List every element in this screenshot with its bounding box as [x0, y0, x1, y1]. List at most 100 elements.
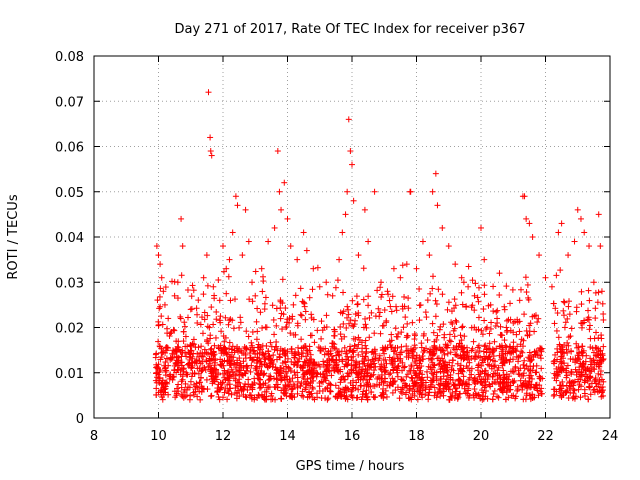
data-point [571, 238, 578, 245]
data-point [482, 342, 489, 349]
data-point [167, 356, 174, 363]
data-point [381, 368, 388, 375]
data-point [486, 340, 493, 347]
data-point [598, 332, 605, 339]
data-point [309, 384, 316, 391]
data-point [418, 340, 425, 347]
data-point [514, 383, 521, 390]
data-point [308, 311, 315, 318]
data-point [158, 354, 165, 361]
data-point [419, 238, 426, 245]
data-point [243, 328, 250, 335]
data-point [403, 343, 410, 350]
data-point [509, 286, 516, 293]
data-point [384, 288, 391, 295]
data-point [554, 345, 561, 352]
data-point [380, 379, 387, 386]
data-point [323, 312, 330, 319]
data-point [348, 393, 355, 400]
data-point [153, 385, 160, 392]
data-point [586, 297, 593, 304]
data-point [258, 265, 265, 272]
x-tick-label: 10 [150, 429, 167, 444]
data-point [560, 312, 567, 319]
data-point [256, 363, 263, 370]
data-point [272, 384, 279, 391]
data-point [355, 341, 362, 348]
data-point [283, 387, 290, 394]
data-point [324, 384, 331, 391]
data-point [436, 385, 443, 392]
data-point [599, 384, 606, 391]
data-point [178, 272, 185, 279]
data-point [312, 361, 319, 368]
data-point [581, 386, 588, 393]
data-point [322, 345, 329, 352]
data-point [412, 359, 419, 366]
data-point [481, 282, 488, 289]
data-point [525, 366, 532, 373]
data-point [436, 326, 443, 333]
data-point [429, 188, 436, 195]
x-tick-label: 24 [602, 429, 619, 444]
data-point [497, 323, 504, 330]
data-point [579, 343, 586, 350]
data-point [451, 333, 458, 340]
data-point [439, 224, 446, 231]
data-point [433, 301, 440, 308]
data-point [207, 332, 214, 339]
data-point [476, 348, 483, 355]
data-point [358, 396, 365, 403]
data-point [206, 324, 213, 331]
data-point [297, 363, 304, 370]
y-tick-label: 0.08 [55, 50, 84, 65]
data-point [192, 358, 199, 365]
data-point [507, 368, 514, 375]
data-point [534, 387, 541, 394]
data-point [479, 368, 486, 375]
data-point [180, 389, 187, 396]
data-point [514, 316, 521, 323]
data-point [383, 393, 390, 400]
data-point [568, 368, 575, 375]
data-point [428, 356, 435, 363]
data-point [366, 376, 373, 383]
y-axis-label: ROTI / TECUs [6, 194, 21, 279]
data-point [276, 188, 283, 195]
data-point [391, 347, 398, 354]
data-point [242, 380, 249, 387]
data-point [298, 336, 305, 343]
data-point [600, 316, 607, 323]
data-point [243, 346, 250, 353]
data-point [314, 394, 321, 401]
data-point [411, 336, 418, 343]
data-point [271, 224, 278, 231]
data-point [573, 308, 580, 315]
data-point [520, 370, 527, 377]
data-point [157, 285, 164, 292]
data-point [337, 388, 344, 395]
data-point [246, 296, 253, 303]
data-point [550, 392, 557, 399]
data-point [458, 274, 465, 281]
data-point [431, 392, 438, 399]
data-point [190, 389, 197, 396]
data-point [461, 333, 468, 340]
data-point [457, 362, 464, 369]
data-point [337, 331, 344, 338]
data-point [486, 381, 493, 388]
data-point [432, 297, 439, 304]
data-point [515, 367, 522, 374]
data-point [297, 285, 304, 292]
data-point [304, 394, 311, 401]
data-point [205, 340, 212, 347]
data-point [480, 306, 487, 313]
data-point [471, 356, 478, 363]
data-point [245, 376, 252, 383]
data-point [225, 321, 232, 328]
data-point [178, 215, 185, 222]
data-point [303, 380, 310, 387]
data-point [154, 297, 161, 304]
data-point [244, 387, 251, 394]
data-point [208, 304, 215, 311]
